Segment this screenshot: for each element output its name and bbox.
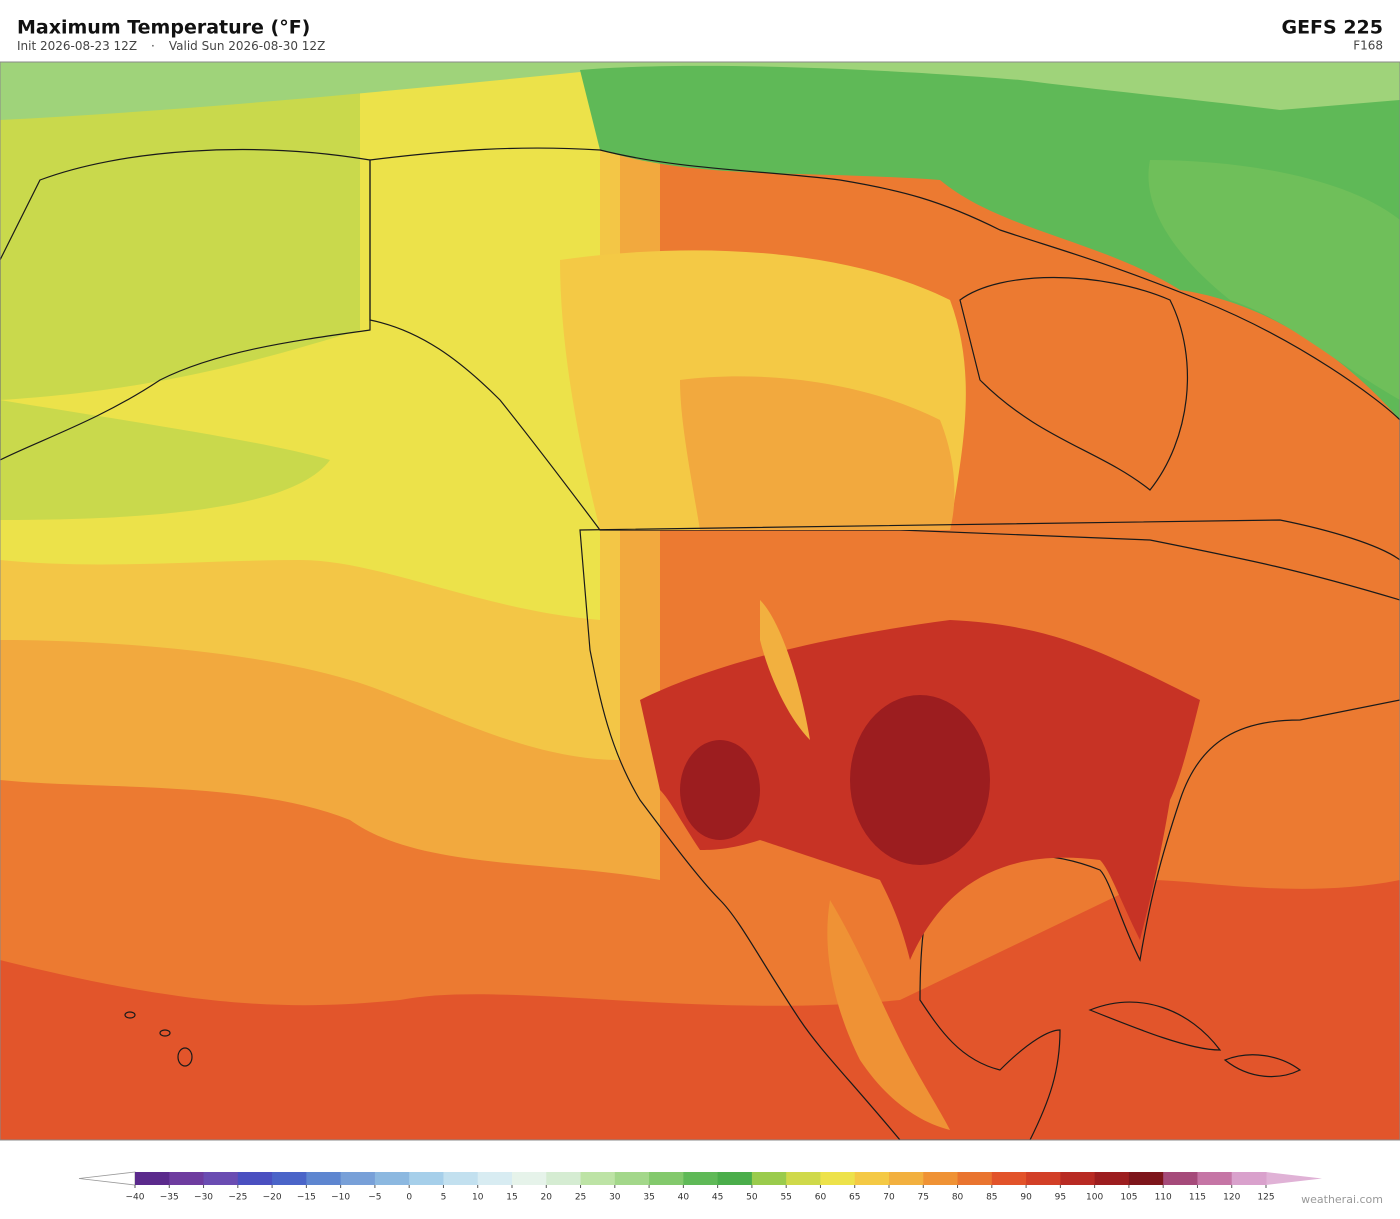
valid-time: Valid Sun 2026-08-30 12Z [169, 39, 325, 53]
tick-label: 125 [1257, 1193, 1274, 1203]
colorbar-segment [683, 1172, 719, 1185]
tick-label: 30 [609, 1193, 621, 1203]
tick-label: 15 [506, 1193, 517, 1203]
tick-label: 50 [746, 1193, 758, 1203]
tick-label: 90 [1020, 1193, 1032, 1203]
colorbar-segment [272, 1172, 307, 1185]
colorbar-segment [1026, 1172, 1061, 1185]
tick-label: 65 [849, 1193, 860, 1203]
colorbar-segment [374, 1172, 410, 1185]
tick-label: 70 [883, 1193, 895, 1203]
tick-label: −5 [368, 1193, 381, 1203]
credit: weatherai.com [1301, 1193, 1383, 1206]
colorbar-segment [340, 1172, 376, 1185]
colorbar-segment [237, 1172, 273, 1185]
colorbar-segment [580, 1172, 616, 1185]
tick-label: −25 [228, 1193, 247, 1203]
colorbar-segment [135, 1172, 170, 1185]
colorbar-segment [889, 1172, 924, 1185]
colorbar: −40 −35 −30 −25 −20 −15 −10 −5 0 5 10 15 20 25 30 35 40 4… [78, 1171, 1322, 1203]
tick-label: 20 [541, 1193, 553, 1203]
colorbar-segment [1060, 1172, 1096, 1185]
tick-label: 105 [1120, 1193, 1137, 1203]
tick-label: 100 [1086, 1193, 1103, 1203]
tick-label: 40 [678, 1193, 690, 1203]
tick-label: 5 [441, 1193, 447, 1203]
tick-label: −30 [194, 1193, 213, 1203]
tick-label: −40 [126, 1193, 145, 1203]
init-time: Init 2026-08-23 12Z [17, 39, 137, 53]
colorbar-segment [957, 1172, 993, 1185]
tick-label: −20 [263, 1193, 282, 1203]
colorbar-segment [477, 1172, 513, 1185]
tick-label: 0 [406, 1193, 412, 1203]
tick-label: 75 [918, 1193, 929, 1203]
colorbar-segment [1163, 1172, 1198, 1185]
colorbar-segment [923, 1172, 959, 1185]
title: Maximum Temperature (°F) [17, 17, 310, 39]
colorbar-segment [306, 1172, 342, 1185]
tick-label: 80 [952, 1193, 964, 1203]
tick-label: 60 [815, 1193, 827, 1203]
tick-label: 95 [1055, 1193, 1066, 1203]
tick-label: 85 [986, 1193, 997, 1203]
colorbar-segment [203, 1172, 239, 1185]
colorbar-segment [751, 1172, 787, 1185]
separator: · [151, 39, 155, 53]
tick-label: 55 [780, 1193, 791, 1203]
tick-label: −10 [331, 1193, 350, 1203]
forecast-hour: F168 [1353, 39, 1383, 53]
colorbar-segment [820, 1172, 856, 1185]
colorbar-segment [786, 1172, 821, 1185]
tick-label: −15 [297, 1193, 316, 1203]
colorbar-segment [649, 1172, 684, 1185]
tick-label: 35 [643, 1193, 654, 1203]
colorbar-segment [1197, 1172, 1233, 1185]
colorbar-segment [1094, 1172, 1130, 1185]
colorbar-segment [1231, 1172, 1267, 1185]
map [0, 61, 1400, 1141]
colorbar-segment [717, 1172, 753, 1185]
tick-label: 120 [1223, 1193, 1240, 1203]
tick-label: 110 [1155, 1193, 1172, 1203]
tick-label: 115 [1189, 1193, 1206, 1203]
colorbar-segment [614, 1172, 650, 1185]
colorbar-segment [409, 1172, 444, 1185]
colorbar-segment [169, 1172, 205, 1185]
tick-label: −35 [160, 1193, 179, 1203]
colorbar-segment [854, 1172, 890, 1185]
colorbar-segment [991, 1172, 1027, 1185]
colorbar-segment [512, 1172, 547, 1185]
tick-label: 10 [472, 1193, 484, 1203]
colorbar-under [78, 1171, 136, 1186]
subtitle: Init 2026-08-23 12Z · Valid Sun 2026-08-30… [17, 39, 325, 53]
tick-label: 45 [712, 1193, 723, 1203]
colorbar-over [1266, 1172, 1322, 1185]
colorbar-segment [546, 1172, 582, 1185]
model: GEFS 225 [1281, 17, 1383, 39]
colorbar-segment [443, 1172, 479, 1185]
tick-label: 25 [575, 1193, 586, 1203]
colorbar-segment [1128, 1172, 1164, 1185]
